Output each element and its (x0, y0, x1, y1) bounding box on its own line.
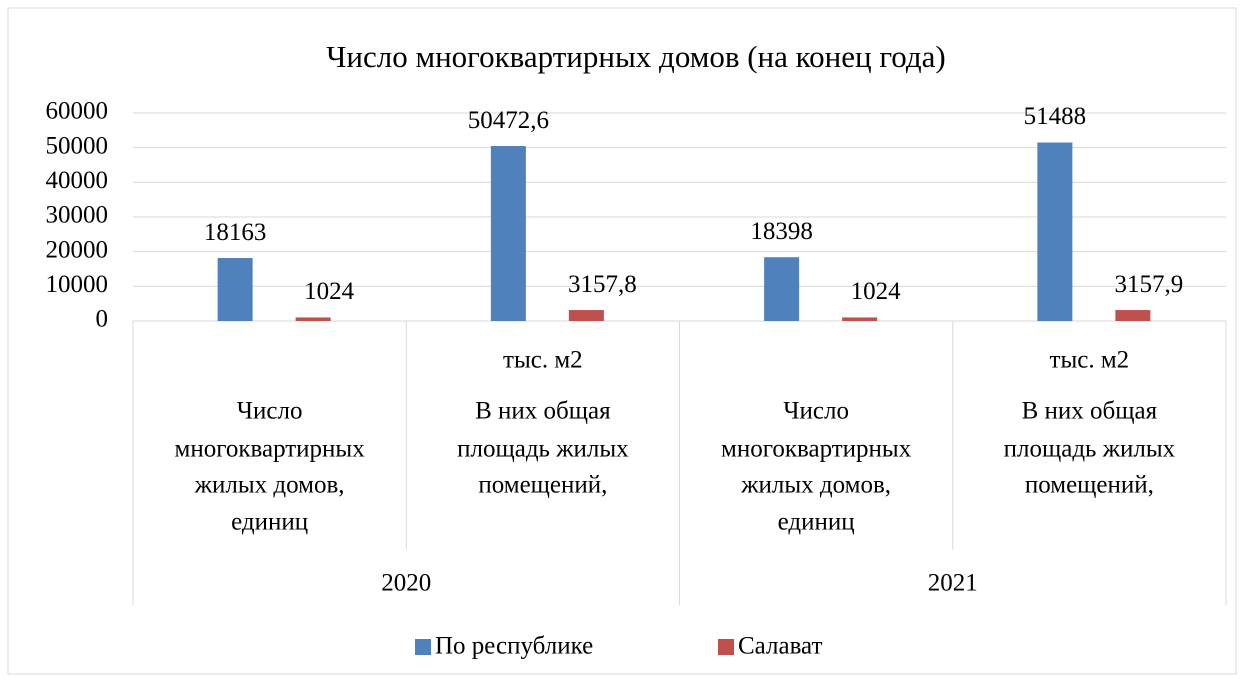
bar (568, 310, 604, 321)
x-tick-label: площадь жилых (457, 436, 629, 463)
x-tick-label: единиц (778, 509, 855, 536)
bar (217, 258, 253, 321)
x-tick-label: помещений, (478, 472, 607, 499)
legend-swatch (718, 639, 734, 655)
x-tick-label: В них общая (475, 398, 611, 425)
x-tick-label: многоквартирных (721, 436, 912, 463)
data-label: 1024 (851, 278, 902, 305)
x-tick-label: многоквартирных (175, 436, 366, 463)
x-tick-label: жилых домов, (740, 472, 891, 499)
x-tick-label: Число (237, 398, 303, 425)
x-tick-label: помещений, (1025, 472, 1154, 499)
data-label: 18398 (750, 218, 813, 245)
y-tick-label: 20000 (46, 236, 109, 263)
legend-label: Салават (738, 633, 822, 660)
y-tick-label: 60000 (46, 98, 109, 125)
y-tick-label: 0 (96, 306, 109, 333)
y-tick-label: 10000 (46, 271, 109, 298)
bar (1037, 142, 1073, 321)
data-label: 50472,6 (468, 107, 549, 134)
group-label: 2020 (381, 570, 431, 597)
x-tick-label: тыс. м2 (1050, 347, 1130, 374)
legend-label: По республике (435, 633, 593, 660)
legend-swatch (415, 639, 431, 655)
data-label: 1024 (304, 278, 355, 305)
y-tick-label: 50000 (46, 132, 109, 159)
bar (842, 317, 878, 321)
data-label: 3157,8 (568, 271, 637, 298)
x-tick-label: Число (783, 398, 849, 425)
data-label: 18163 (204, 219, 267, 246)
chart-border (7, 7, 1237, 675)
bar (490, 146, 526, 321)
bar (295, 317, 331, 321)
bar (764, 257, 800, 321)
y-tick-label: 40000 (46, 167, 109, 194)
x-tick-label: площадь жилых (1004, 436, 1176, 463)
x-tick-label: жилых домов, (194, 472, 345, 499)
data-label: 3157,9 (1115, 271, 1184, 298)
x-tick-label: В них общая (1022, 398, 1158, 425)
y-tick-label: 30000 (46, 202, 109, 229)
group-label: 2021 (928, 570, 978, 597)
x-tick-label: единиц (231, 509, 308, 536)
data-label: 51488 (1024, 103, 1087, 130)
chart-title: Число многоквартирных домов (на конец го… (326, 39, 946, 74)
bar (1115, 310, 1151, 321)
x-tick-label: тыс. м2 (503, 347, 583, 374)
